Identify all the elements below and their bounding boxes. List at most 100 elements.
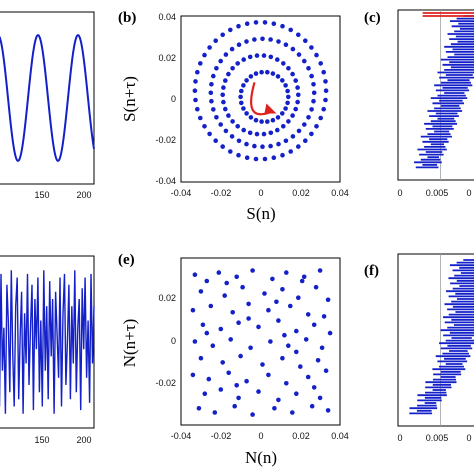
panel-b-point	[290, 113, 295, 118]
panel-e-point	[246, 301, 251, 307]
panel-b-xtick-4: 0.02	[292, 188, 310, 198]
panel-e-point	[274, 299, 279, 305]
panel-e-point	[294, 328, 299, 334]
panel-b-point	[198, 115, 203, 121]
panel-b-point	[271, 155, 277, 160]
panel-e-point	[305, 374, 311, 380]
panel-b-point	[286, 119, 291, 124]
panel-c-frame	[397, 9, 474, 181]
panel-b-point	[223, 78, 228, 83]
panel-e-point	[212, 410, 218, 415]
panel-f-label: (f)	[364, 263, 379, 279]
panel-e-point	[284, 381, 289, 386]
panel-b-point	[270, 71, 276, 76]
panel-b-point	[193, 97, 198, 103]
panel-e-point	[216, 270, 222, 275]
panel-b-point	[223, 106, 228, 112]
panel-b-point	[202, 52, 207, 58]
panel-e-point	[286, 343, 291, 349]
panel-b-point	[280, 78, 285, 83]
panel-e-point	[204, 278, 210, 284]
panel-e-point	[250, 268, 255, 273]
panel-e-point	[315, 358, 321, 363]
panel-b-xtick-1: -0.04	[171, 188, 192, 198]
panel-e-point	[228, 337, 233, 342]
panel-e-xtick-5: 0.04	[331, 431, 349, 441]
panel-a-xtick-200: 200	[76, 190, 91, 200]
panel-e-point	[321, 314, 327, 319]
panel-b-point	[214, 115, 219, 120]
panel-e-point	[208, 303, 214, 309]
panel-c: (c) 0 0.005 0	[364, 9, 474, 198]
panel-e-point	[224, 280, 229, 286]
panel-e-point	[198, 355, 204, 361]
panel-b-point	[323, 79, 328, 84]
panel-b-xtick-3: 0	[258, 188, 263, 198]
panel-e-point	[234, 274, 239, 280]
panel-e-point	[299, 278, 305, 284]
panel-b-point	[207, 45, 212, 50]
panel-b-point	[281, 124, 286, 129]
panel-b-point	[296, 52, 302, 57]
panel-b-point	[309, 45, 314, 50]
panel-e-point	[309, 403, 315, 409]
panel-b-ytick-4: -0.02	[155, 135, 176, 145]
panel-e-point	[256, 324, 261, 330]
panel-b-ytick-2: 0.02	[158, 53, 176, 63]
panel-b-point	[223, 128, 229, 134]
panel-e-point	[323, 368, 329, 374]
panel-b-point	[293, 78, 299, 83]
panel-e-point	[280, 355, 285, 361]
panel-b-point	[285, 88, 290, 94]
panel-b-point	[286, 66, 291, 71]
panel-b-point	[239, 88, 244, 94]
panel-c-xtick-3: 0	[466, 188, 471, 198]
panel-e-point	[246, 316, 251, 321]
panel-b-point	[290, 46, 296, 52]
panel-b-xtick-5: 0.04	[331, 188, 349, 198]
panel-e-point	[311, 385, 317, 390]
panel-b-point	[253, 117, 259, 123]
panel-b-point	[235, 61, 240, 66]
panel-b-label: (b)	[118, 10, 136, 26]
panel-b-point	[280, 23, 285, 29]
panel-b-point	[323, 88, 329, 93]
panel-b-point	[244, 21, 250, 27]
panel-e-point	[298, 364, 303, 369]
panel-b-point	[209, 82, 214, 87]
panel-b-point	[293, 106, 299, 112]
panel-b-point	[247, 130, 253, 136]
panel-d-xtick-200: 200	[76, 435, 91, 445]
panel-b-point	[268, 143, 273, 149]
panel-e-point	[303, 337, 309, 342]
panel-a-frame	[0, 11, 95, 185]
panel-e-point	[234, 383, 239, 388]
panel-b-point	[290, 134, 296, 139]
panel-b-point	[228, 27, 233, 33]
panel-e-ytick-3: -0.02	[155, 378, 176, 388]
panel-b-point	[220, 92, 225, 98]
panel-b-point	[309, 73, 314, 79]
panel-b-point	[223, 52, 229, 57]
panel-b-point	[261, 53, 267, 58]
panel-b-point	[226, 71, 231, 77]
panel-e-point	[325, 408, 331, 413]
panel-e-point	[190, 372, 196, 378]
panel-f-xtick-2: 0.005	[426, 433, 449, 443]
panel-b-point	[296, 144, 301, 149]
panel-b-point	[265, 119, 270, 124]
panel-e-point	[272, 406, 277, 411]
panel-b-point	[213, 38, 218, 43]
panel-b-point	[229, 46, 235, 52]
panel-e-point	[317, 395, 323, 401]
panel-e-point	[270, 276, 275, 282]
panel-b-point	[244, 39, 249, 44]
panel-f-frame	[397, 253, 474, 427]
panel-b-point	[260, 144, 265, 149]
panel-e-frame	[180, 257, 341, 426]
panel-b-point	[218, 122, 223, 127]
panel-e-point	[200, 322, 206, 328]
panel-e-label: (e)	[118, 252, 135, 268]
panel-b-marks	[192, 20, 329, 162]
